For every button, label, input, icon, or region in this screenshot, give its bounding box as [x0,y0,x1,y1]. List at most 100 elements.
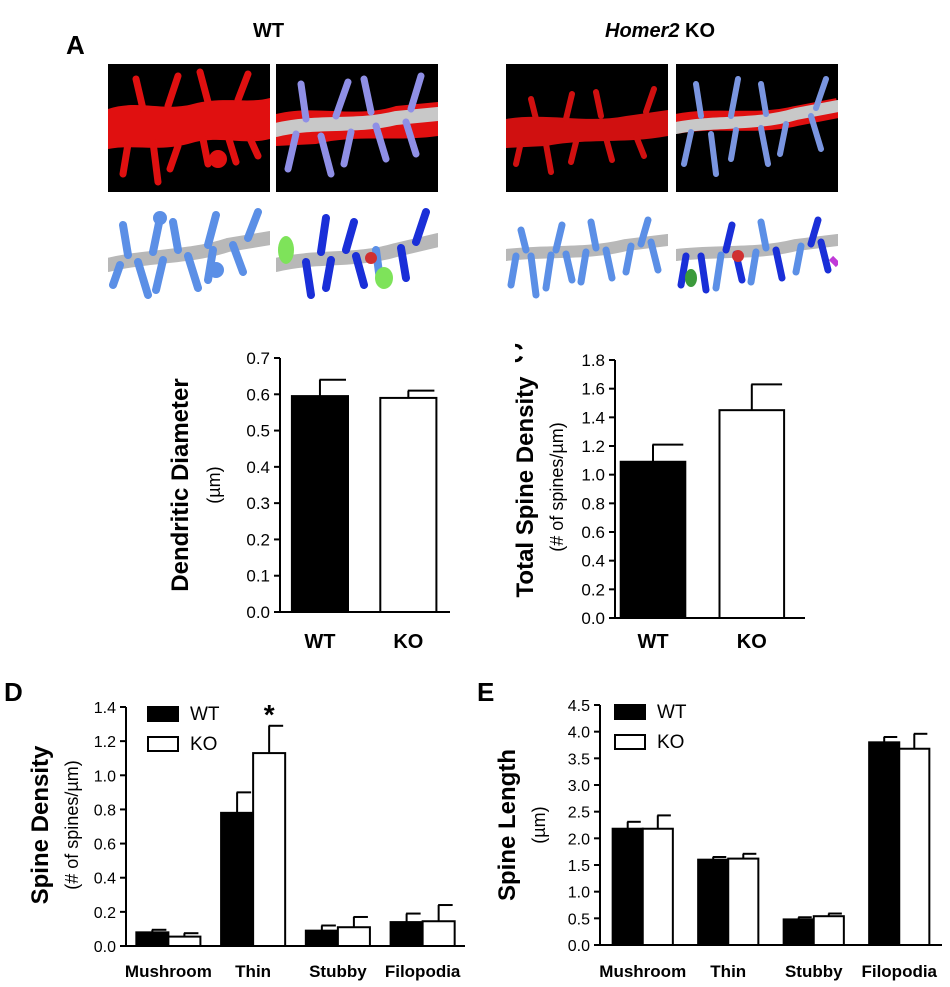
y-tick-label: 1.2 [94,734,116,751]
x-category-label: Stubby [785,962,843,981]
y-tick-label: 0.3 [246,494,270,513]
wt-reconstruction-overlay-image [276,64,438,192]
y-tick-label: 1.4 [94,700,116,717]
legend-swatch [147,706,179,722]
x-category-label: Filopodia [861,962,937,981]
ko-group-title: Homer2 KO [605,20,715,43]
bar [421,920,456,947]
bar [389,921,424,948]
y-tick-label: 0.8 [581,494,605,513]
y-tick-label: 0.4 [581,552,605,571]
y-tick-label: 1.5 [568,858,590,875]
y-tick-label: 0.4 [94,871,116,888]
bar [290,395,349,613]
chart-panel-d: D 0.0 0.2 0.4 0.6 0.8 1.0 1.2 1.4 Spine Density (#… [4,677,465,981]
legend-label: WT [657,702,687,723]
x-category-label: WT [637,631,668,653]
y-tick-label: 0.0 [581,609,605,628]
x-category-label: Mushroom [599,962,686,981]
y-tick-label: 0.6 [246,385,270,404]
bar [812,915,845,946]
wt-confocal-image [108,64,270,192]
panel-d-letter: D [4,677,23,707]
y-axis-title: Spine Length [494,749,521,901]
y-tick-label: 0.4 [246,458,270,477]
y-tick-label: 0.0 [568,938,590,955]
legend-label: KO [190,734,217,755]
chart-panel-e: E 0.0 0.5 1.0 1.5 2.0 2.5 3.0 3.5 4.0 4.5 Spine Len… [477,677,942,981]
bar [304,929,339,947]
ko-spine-skeleton-image [506,200,668,310]
y-axis-unit: (µm) [204,466,224,503]
bar [619,460,687,620]
x-category-label: Mushroom [125,962,212,981]
bar [868,741,901,947]
legend-label: KO [657,732,684,753]
x-category-label: KO [393,631,423,653]
bar [379,396,438,613]
ko-gene-name: Homer2 [605,20,680,42]
y-tick-label: 2.5 [568,805,590,822]
y-tick-label: 0.6 [581,523,605,542]
y-axis-title: Dendritic Diameter [167,378,194,591]
x-category-label: Thin [235,962,271,981]
y-tick-label: 1.6 [581,380,605,399]
legend-swatch [147,736,179,752]
bar [782,918,815,946]
y-tick-label: 4.5 [568,698,590,715]
x-category-label: Thin [710,962,746,981]
y-tick-label: 0.7 [246,349,270,368]
y-axis-title: Total Spine Density [515,376,539,598]
ko-suffix: KO [679,20,716,42]
x-category-label: Filopodia [385,962,461,981]
y-axis-unit: (µm) [529,806,549,843]
y-tick-label: 0.5 [568,911,590,928]
bar [697,858,730,947]
bar [135,931,170,948]
legend-swatch [614,704,646,720]
y-tick-label: 1.4 [581,408,605,427]
y-tick-label: 0.8 [94,802,116,819]
y-tick-label: 1.0 [94,768,116,785]
y-tick-label: 0.0 [246,603,270,622]
y-tick-label: 0.2 [581,580,605,599]
y-tick-label: 3.0 [568,778,590,795]
bar [220,811,255,947]
ko-spine-classification-image [676,200,838,310]
y-tick-label: 1.0 [581,466,605,485]
chart-panel-c: C 0.0 0.2 0.4 0.6 0.8 1.0 1.2 1.4 1.6 1.8 Total Spi… [515,338,805,653]
y-tick-label: 0.6 [94,837,116,854]
y-tick-label: 0.2 [94,905,116,922]
y-tick-label: 1.8 [581,351,605,370]
panel-c-letter: C [515,338,524,368]
wt-group-title: WT [253,20,285,42]
bar [727,857,760,947]
bar [167,935,202,948]
y-tick-label: 3.5 [568,751,590,768]
y-tick-label: 2.0 [568,831,590,848]
y-tick-label: 1.0 [568,885,590,902]
y-tick-label: 1.2 [581,437,605,456]
x-category-label: Stubby [309,962,367,981]
bar [336,926,371,948]
y-axis-unit: (# of spines/µm) [62,760,82,889]
x-category-label: WT [304,631,335,653]
wt-spine-skeleton-image [108,200,270,310]
bar [898,747,931,946]
legend-label: WT [190,704,220,725]
bar [641,827,674,947]
y-tick-label: 0.5 [246,422,270,441]
y-axis-unit: (# of spines/µm) [547,422,567,551]
y-tick-label: 0.0 [94,939,116,956]
y-tick-label: 0.1 [246,567,270,586]
panel-a-letter: A [66,30,85,60]
bar [252,752,287,948]
wt-spine-classification-image [276,200,438,310]
y-axis-title: Spine Density [27,745,54,904]
legend-swatch [614,734,646,750]
bar [611,827,644,947]
y-tick-label: 4.0 [568,725,590,742]
significance-marker: * [264,699,275,730]
panel-e-letter: E [477,677,494,707]
